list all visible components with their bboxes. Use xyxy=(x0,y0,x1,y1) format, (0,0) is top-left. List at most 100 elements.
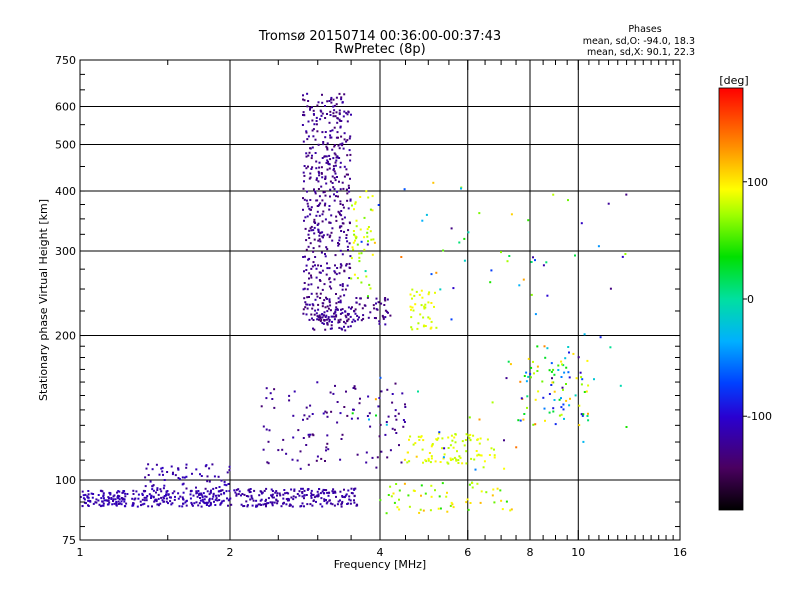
data-point xyxy=(320,457,323,460)
data-point xyxy=(447,436,450,439)
data-point xyxy=(311,504,314,507)
data-point xyxy=(338,157,341,159)
data-point xyxy=(139,500,142,503)
data-point xyxy=(384,297,387,299)
data-point xyxy=(269,392,272,395)
data-point xyxy=(437,437,440,440)
data-point xyxy=(209,503,212,505)
data-point xyxy=(326,248,329,251)
data-point xyxy=(285,503,288,506)
y-tick-label: 600 xyxy=(55,101,76,114)
data-point xyxy=(333,504,336,507)
data-point xyxy=(192,494,195,497)
data-point xyxy=(567,199,569,202)
data-point xyxy=(199,499,202,502)
data-point xyxy=(308,303,311,306)
data-point xyxy=(485,491,488,494)
data-point xyxy=(352,248,355,251)
data-point xyxy=(333,199,336,202)
data-point xyxy=(155,491,157,494)
data-point xyxy=(348,498,351,501)
data-point xyxy=(375,302,377,305)
data-point xyxy=(385,512,388,515)
data-point xyxy=(335,306,338,309)
data-point xyxy=(541,380,544,383)
data-point xyxy=(346,414,349,417)
data-point xyxy=(310,283,313,286)
data-point xyxy=(383,298,386,301)
data-point xyxy=(317,303,320,306)
data-point xyxy=(529,373,532,375)
data-point xyxy=(326,142,329,145)
data-point xyxy=(316,490,319,493)
data-point xyxy=(283,489,286,491)
data-point xyxy=(206,480,209,483)
data-point xyxy=(410,326,413,329)
data-point xyxy=(418,511,421,514)
data-point xyxy=(143,496,146,499)
data-point xyxy=(581,378,584,381)
data-point xyxy=(302,312,305,315)
data-point xyxy=(246,504,249,507)
data-point xyxy=(319,297,322,299)
data-point xyxy=(132,489,135,492)
grid-lines xyxy=(80,60,680,540)
data-point xyxy=(317,493,320,496)
data-point xyxy=(225,490,228,493)
data-point xyxy=(325,499,327,501)
data-point xyxy=(221,500,224,503)
data-point xyxy=(238,490,241,493)
data-point xyxy=(421,448,424,451)
data-point xyxy=(325,411,328,414)
data-point xyxy=(434,291,436,294)
data-point xyxy=(311,307,314,310)
data-point xyxy=(306,190,308,193)
data-point xyxy=(271,496,274,499)
data-point xyxy=(311,106,313,109)
data-point xyxy=(288,394,291,397)
data-point xyxy=(420,304,423,307)
data-point xyxy=(325,246,328,249)
data-point xyxy=(313,218,316,221)
data-point xyxy=(337,144,340,147)
data-point xyxy=(393,501,396,504)
data-point xyxy=(359,228,362,231)
data-point xyxy=(248,488,251,491)
data-point xyxy=(449,504,452,507)
data-point xyxy=(147,474,150,476)
data-point xyxy=(439,288,442,291)
data-point xyxy=(248,489,251,492)
data-point xyxy=(330,327,333,330)
data-point xyxy=(344,288,347,291)
data-point xyxy=(303,270,305,273)
data-point xyxy=(548,393,551,395)
data-point xyxy=(314,152,317,154)
data-point xyxy=(86,495,89,498)
data-point xyxy=(326,415,329,418)
data-point xyxy=(171,473,174,476)
data-point xyxy=(100,497,103,500)
phases-title: Phases xyxy=(628,24,661,35)
data-point xyxy=(331,503,334,506)
data-point xyxy=(315,312,318,315)
data-point xyxy=(472,434,475,437)
data-point xyxy=(146,495,149,497)
data-point xyxy=(331,490,334,493)
data-point xyxy=(246,505,249,508)
data-point xyxy=(328,221,331,224)
data-point xyxy=(271,493,274,496)
data-point xyxy=(552,193,555,196)
data-point xyxy=(342,187,345,190)
data-point xyxy=(337,195,339,198)
data-point xyxy=(316,381,319,384)
data-point xyxy=(347,502,350,505)
data-point xyxy=(352,318,355,321)
data-point xyxy=(389,449,392,452)
data-point xyxy=(408,460,411,463)
data-point xyxy=(307,135,310,138)
data-point xyxy=(151,488,154,491)
data-point xyxy=(162,487,165,490)
data-point xyxy=(335,215,338,218)
data-point xyxy=(517,419,520,422)
data-point xyxy=(119,502,122,505)
